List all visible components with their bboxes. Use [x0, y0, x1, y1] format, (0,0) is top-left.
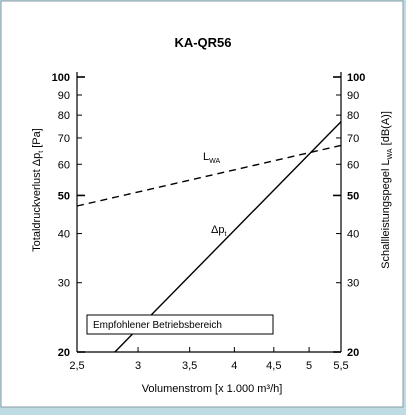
series-label-lwa: LWA	[203, 151, 220, 165]
y-tick-label-left: 40	[58, 229, 70, 241]
y-tick-label-left: 70	[58, 133, 70, 145]
x-tick-label: 3,5	[182, 360, 197, 372]
y-tick-label-right: 80	[347, 110, 359, 122]
series-label-delta-pt: Δpt	[211, 224, 226, 238]
series-lines	[76, 121, 342, 353]
y-axis-label-right: Schallleistungspegel LWA [dB(A)]	[380, 111, 394, 269]
x-axis-ticks: 2,5 3 3,5 4 4,5 5 5,5	[69, 347, 349, 372]
y-tick-label-right: 50	[347, 190, 359, 202]
x-tick-label: 3	[135, 360, 141, 372]
x-tick-label: 4	[231, 360, 237, 372]
y-tick-label-left: 80	[58, 110, 70, 122]
chart-panel	[0, 0, 404, 408]
y-tick-label-left: 60	[58, 159, 70, 171]
chart-title: KA-QR56	[174, 35, 231, 50]
y-tick-label-left: 50	[58, 190, 70, 202]
x-tick-label: 5	[306, 360, 312, 372]
series-line-lwa	[76, 144, 342, 207]
y-tick-label-right: 60	[347, 159, 359, 171]
y-tick-label-left: 30	[58, 278, 70, 290]
y-tick-label-right: 70	[347, 133, 359, 145]
y-tick-label-left: 100	[52, 72, 70, 84]
recommended-range-label: Empfohlener Betriebsbereich	[93, 320, 222, 331]
y-tick-label-right: 100	[347, 72, 365, 84]
x-tick-label: 4,5	[266, 360, 281, 372]
x-axis-label: Volumenstrom [x 1.000 m³/h]	[142, 383, 283, 395]
y-tick-label-left: 20	[58, 347, 70, 359]
y-axis-ticks: 20 20 30 30 40 40 50 50 60 60 70 70 80 80 90 90 100 100	[52, 72, 366, 359]
x-tick-label: 2,5	[69, 360, 84, 372]
recommended-range-box	[86, 314, 274, 335]
y-axis-label-left: Totaldruckverlust Δpt [Pa]	[31, 128, 45, 252]
y-tick-label-right: 20	[347, 347, 359, 359]
y-tick-label-right: 40	[347, 229, 359, 241]
y-tick-label-right: 90	[347, 90, 359, 102]
y-tick-label-left: 90	[58, 90, 70, 102]
series-line-delta-pt	[114, 121, 342, 353]
y-tick-label-right: 30	[347, 278, 359, 290]
x-tick-label: 5,5	[333, 360, 348, 372]
